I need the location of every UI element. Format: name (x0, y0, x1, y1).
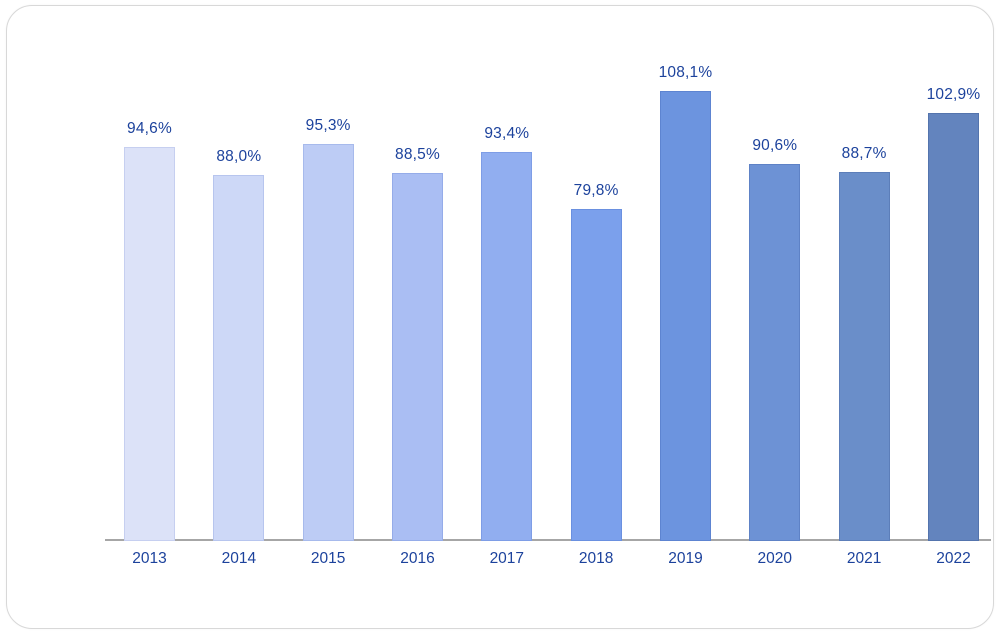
bar-2013 (124, 147, 175, 541)
value-label-2014: 88,0% (216, 148, 262, 165)
bar-group-2017: 93,4% (481, 0, 533, 541)
bar-2014 (213, 175, 265, 541)
value-label-2021: 88,7% (841, 145, 887, 162)
x-axis-line (105, 539, 991, 541)
value-label-2022: 102,9% (926, 86, 981, 103)
x-tick-2017: 2017 (489, 550, 525, 567)
bar-2015 (302, 144, 354, 541)
bar-2019 (659, 91, 711, 541)
value-label-2017: 93,4% (484, 125, 530, 142)
x-tick-2021: 2021 (846, 550, 882, 567)
bar-2017 (481, 152, 533, 541)
value-label-2020: 90,6% (752, 137, 798, 154)
bar-group-2022: 102,9% (926, 0, 981, 541)
value-label-2015: 95,3% (305, 117, 351, 134)
value-label-2016: 88,5% (395, 146, 440, 163)
x-tick-2016: 2016 (400, 550, 435, 567)
x-tick-2019: 2019 (668, 550, 703, 567)
x-tick-2022: 2022 (936, 550, 971, 567)
bar-group-2016: 88,5% (391, 0, 443, 541)
bar-group-2018: 79,8% (570, 0, 622, 541)
bar-2018 (570, 209, 622, 541)
bar-group-2019: 108,1% (658, 0, 713, 541)
x-tick-2015: 2015 (310, 550, 346, 567)
bar-2016 (391, 173, 443, 541)
bar-2020 (749, 164, 801, 541)
bar-group-2020: 90,6% (749, 0, 801, 541)
bar-2022 (927, 113, 979, 541)
plot-area: 94,6% 88,0% 95,3% 88,5% 93,4% 79,8% 108,1% 90,6… (124, 0, 981, 541)
value-label-2013: 94,6% (127, 120, 172, 137)
bar-group-2015: 95,3% (302, 0, 354, 541)
bar-group-2021: 88,7% (838, 0, 890, 541)
x-tick-2020: 2020 (757, 550, 793, 567)
bar-2021 (838, 172, 890, 541)
bar-group-2013: 94,6% (124, 0, 175, 541)
x-tick-2014: 2014 (221, 550, 257, 567)
value-label-2018: 79,8% (573, 182, 619, 199)
value-label-2019: 108,1% (658, 64, 713, 81)
bar-group-2014: 88,0% (213, 0, 265, 541)
x-tick-2018: 2018 (578, 550, 614, 567)
x-tick-2013: 2013 (132, 550, 167, 567)
